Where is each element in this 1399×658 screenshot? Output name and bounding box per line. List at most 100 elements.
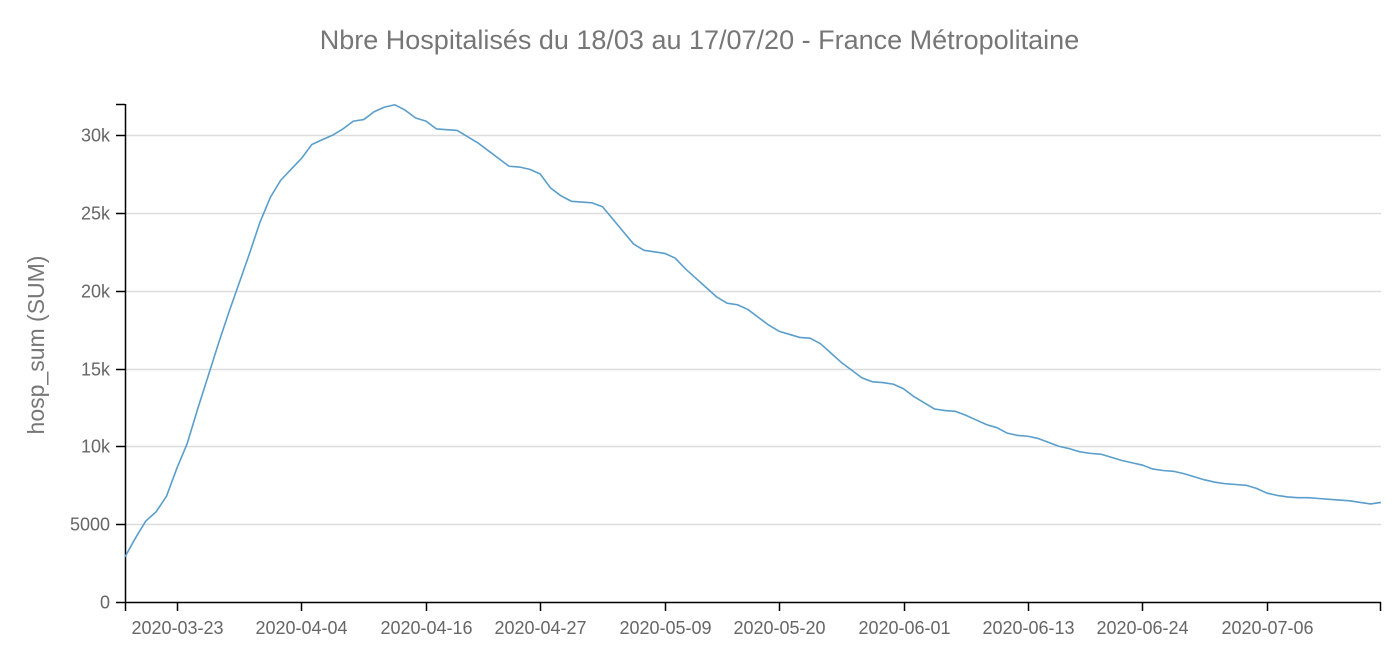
data-point [1349,500,1351,502]
data-point [186,442,188,444]
data-point [934,408,936,410]
data-point [394,104,396,106]
data-point [488,150,490,152]
data-point [404,109,406,111]
data-point [1308,497,1310,499]
data-point [872,381,874,383]
data-point [529,169,531,171]
data-point [986,424,988,426]
data-point [757,316,759,318]
data-point [1225,483,1227,485]
data-point [1079,451,1081,453]
x-tick-label: 2020-07-06 [1221,618,1313,638]
data-point [591,202,593,204]
data-point [498,158,500,160]
y-tick-label: 10k [81,437,111,457]
data-point [654,251,656,253]
data-point [342,128,344,130]
data-point [1370,503,1372,505]
data-point [602,206,604,208]
data-point [550,187,552,189]
data-point [1256,488,1258,490]
data-point [674,257,676,259]
data-point [747,309,749,311]
data-point [415,117,417,119]
data-point [363,119,365,121]
data-point [851,369,853,371]
x-tick-label: 2020-06-01 [858,618,950,638]
data-point [571,200,573,202]
data-point [778,330,780,332]
data-point [1090,453,1092,455]
data-point [176,467,178,469]
data-point [664,253,666,255]
data-point [1173,470,1175,472]
data-point [1058,446,1060,448]
data-point [820,343,822,345]
data-point [1287,496,1289,498]
x-tick-label: 2020-05-20 [733,618,825,638]
data-point [633,243,635,245]
data-point [643,249,645,251]
x-tick-label: 2020-05-09 [619,618,711,638]
data-point [249,253,251,255]
data-point [1048,442,1050,444]
data-point [1100,453,1102,455]
data-point [1245,484,1247,486]
data-point [726,302,728,304]
y-tick-label: 20k [81,282,111,302]
data-point [903,388,905,390]
data-point [280,179,282,181]
data-point [519,166,521,168]
data-point [882,382,884,384]
data-point [913,396,915,398]
y-tick-label: 25k [81,204,111,224]
data-point [892,383,894,385]
data-point [145,520,147,522]
data-point [373,111,375,113]
data-point [840,362,842,364]
gridlines [125,134,1381,526]
data-point [1038,438,1040,440]
data-point [135,537,137,539]
data-point [737,304,739,306]
data-point [996,427,998,429]
data-point [975,419,977,421]
data-point [685,268,687,270]
y-tick-label: 0 [100,593,110,613]
data-point [1183,473,1185,475]
series-line [124,103,1382,558]
x-tick-label: 2020-06-24 [1096,618,1188,638]
data-point [1380,502,1382,504]
data-point [321,139,323,141]
data-point [353,120,355,122]
data-point [944,410,946,412]
data-point [456,130,458,132]
x-tick-label: 2020-03-23 [131,618,223,638]
data-point [477,142,479,144]
data-point [1276,495,1278,497]
data-point [809,337,811,339]
data-point [228,312,230,314]
data-point [965,414,967,416]
data-point [705,287,707,289]
data-point [581,201,583,203]
y-tick-label: 30k [81,126,111,146]
data-point [830,352,832,354]
series-layer [124,103,1382,558]
data-point [861,377,863,379]
data-point [1193,476,1195,478]
data-point [1204,479,1206,481]
data-point [1069,448,1071,450]
data-point [290,169,292,171]
y-tick-label: 5000 [70,515,110,535]
x-tick-label: 2020-04-04 [255,618,347,638]
x-tick-label: 2020-06-13 [982,618,1074,638]
data-point [622,231,624,233]
data-point [1017,435,1019,437]
data-point [425,120,427,122]
data-point [1297,497,1299,499]
data-point [1318,498,1320,500]
x-tick-label: 2020-04-27 [494,618,586,638]
